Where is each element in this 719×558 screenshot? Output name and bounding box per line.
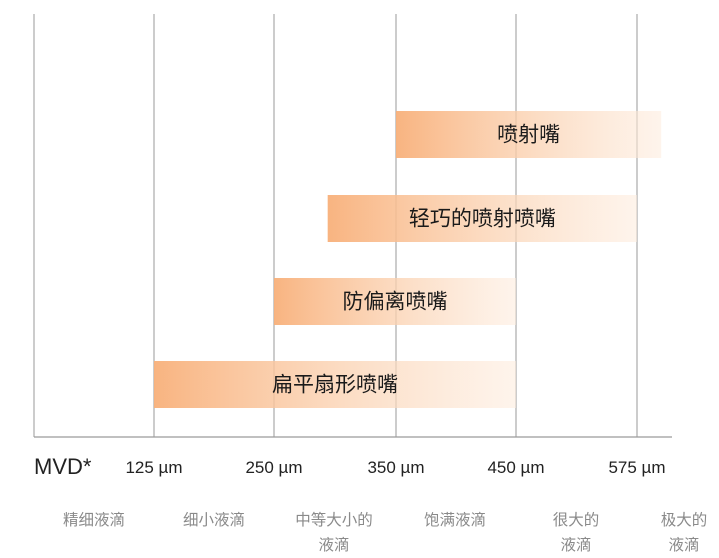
category-label-4-1: 液滴 — [560, 536, 591, 554]
category-label-3-0: 饱满液滴 — [424, 511, 486, 529]
category-label-4-0: 很大的 — [553, 511, 600, 529]
category-label-2-0: 中等大小的 — [295, 511, 373, 529]
x-tick-label-2: 350 µm — [367, 458, 424, 477]
bar-1 — [327, 195, 637, 242]
bar-3 — [154, 361, 516, 408]
category-label-5-1: 液滴 — [668, 536, 699, 554]
bar-label-1: 轻巧的喷射喷嘴 — [409, 207, 556, 231]
x-tick-label-1: 250 µm — [245, 458, 302, 477]
bar-2 — [274, 278, 516, 325]
category-label-1-0: 细小液滴 — [183, 511, 245, 529]
category-label-0-0: 精细液滴 — [63, 511, 125, 529]
bar-label-2: 防偏离喷嘴 — [343, 290, 448, 314]
x-tick-labels: 125 µm 250 µm 350 µm 450 µm 575 µm — [125, 458, 665, 477]
bar-label-3: 扁平扇形喷嘴 — [272, 373, 398, 397]
category-label-2-1: 液滴 — [318, 536, 349, 554]
x-axis-title: MVD* — [34, 454, 92, 479]
category-label-5-0: 极大的 — [661, 511, 708, 529]
x-tick-label-3: 450 µm — [487, 458, 544, 477]
x-tick-label-0: 125 µm — [125, 458, 182, 477]
bar-label-0: 喷射嘴 — [497, 123, 560, 147]
bar-0 — [396, 111, 662, 158]
x-tick-label-4: 575 µm — [608, 458, 665, 477]
